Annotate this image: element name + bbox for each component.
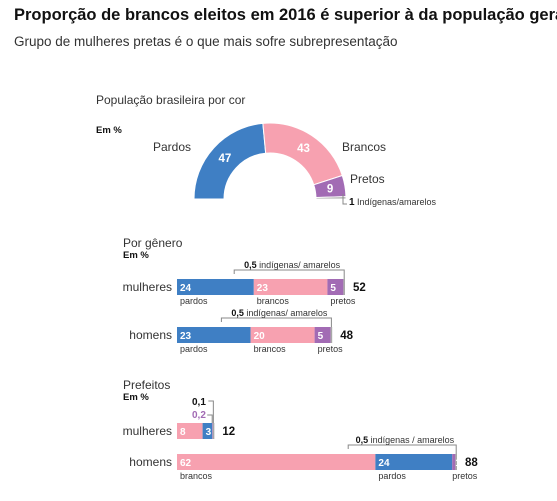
donut-label-pardos: Pardos	[153, 140, 191, 154]
prefeitos-bar-mulheres-brancos	[177, 423, 203, 439]
prefeitos-callout-homens: 0,5 indígenas / amarelos	[356, 435, 455, 445]
prefeitos-segment-label-homens-pretos: pretos	[452, 471, 478, 481]
prefeitos-total-mulheres: 12	[222, 426, 235, 438]
donut-title: População brasileira por cor	[96, 93, 245, 107]
prefeitos-value-homens-pretos: 1	[455, 458, 461, 469]
prefeitos-segment-label-homens-brancos: brancos	[180, 471, 213, 481]
genero-value-homens-pardos: 23	[180, 331, 192, 342]
prefeitos-leader-line-homens	[347, 444, 457, 454]
genero-callout-label-mulheres: indígenas/ amarelos	[259, 260, 341, 270]
prefeitos-bar-homens-pretos	[452, 454, 456, 470]
donut-unit-label: Em %	[96, 125, 122, 136]
prefeitos-bar-mulheres-pretos	[212, 423, 213, 439]
genero-value-mulheres-brancos: 23	[257, 283, 269, 294]
chart-title: Proporção de brancos eleitos em 2016 é s…	[14, 6, 557, 24]
donut-value-brancos: 43	[297, 143, 310, 155]
prefeitos-leader-line-indigenas	[208, 400, 214, 423]
genero-value-mulheres-pretos: 5	[330, 283, 336, 294]
genero-bar-homens-pardos	[177, 327, 251, 343]
donut-label-indígenas: Indígenas/amarelos	[357, 197, 437, 207]
prefeitos-callout-label-homens: indígenas / amarelos	[371, 435, 455, 445]
genero-segment-label-homens-pardos: pardos	[180, 344, 208, 354]
prefeitos-bar-homens-indígenas	[455, 454, 457, 470]
prefeitos-value-mulheres-pardos: 3	[206, 427, 212, 438]
genero-bar-mulheres-pretos	[327, 279, 344, 295]
genero-category-homens: homens	[129, 328, 172, 342]
prefeitos-value-mulheres-pretos: 0,2	[192, 410, 206, 421]
prefeitos-unit-label: Em %	[123, 392, 149, 403]
prefeitos-callout-value-homens: 0,5	[356, 435, 371, 445]
genero-total-homens: 48	[340, 330, 353, 342]
genero-bar-mulheres-brancos	[253, 279, 328, 295]
genero-callout-value-homens: 0,5	[231, 308, 246, 318]
genero-bar-mulheres-indígenas	[343, 279, 345, 295]
genero-bar-homens-brancos	[250, 327, 315, 343]
genero-callout-value-mulheres: 0,5	[244, 260, 259, 270]
genero-unit-label: Em %	[123, 250, 149, 261]
genero-leader-line-homens	[220, 317, 332, 327]
genero-value-mulheres-pardos: 24	[180, 283, 192, 294]
donut-value-indígenas: 1	[349, 197, 355, 208]
genero-segment-label-mulheres-brancos: brancos	[257, 296, 290, 306]
genero-title: Por gênero	[123, 236, 183, 250]
prefeitos-title: Prefeitos	[123, 378, 170, 392]
donut-leader-line	[342, 194, 347, 205]
genero-callout-mulheres: 0,5 indígenas/ amarelos	[244, 260, 341, 270]
genero-total-mulheres: 52	[353, 282, 366, 294]
donut-value-pardos: 47	[218, 153, 231, 165]
prefeitos-bar-mulheres-indígenas	[212, 423, 215, 439]
genero-bar-homens-pretos	[314, 327, 331, 343]
prefeitos-segment-label-homens-pardos: pardos	[378, 471, 406, 481]
genero-value-homens-brancos: 20	[254, 331, 266, 342]
genero-bar-homens-indígenas	[330, 327, 333, 343]
prefeitos-value-homens-pardos: 24	[378, 458, 390, 469]
prefeitos-bar-homens-brancos	[177, 454, 376, 470]
prefeitos-leader-line-pretos	[207, 414, 213, 423]
prefeitos-category-mulheres: mulheres	[123, 424, 172, 438]
donut-label-brancos: Brancos	[342, 140, 386, 154]
prefeitos-value-homens-brancos: 62	[180, 458, 192, 469]
prefeitos-value-mulheres-brancos: 8	[180, 427, 186, 438]
prefeitos-category-homens: homens	[129, 455, 172, 469]
prefeitos-value-mulheres-indigenas: 0,1	[192, 397, 206, 408]
genero-callout-label-homens: indígenas/ amarelos	[246, 308, 328, 318]
prefeitos-bar-homens-pardos	[375, 454, 453, 470]
chart-subtitle: Grupo de mulheres pretas é o que mais so…	[14, 34, 398, 49]
genero-segment-label-homens-pretos: pretos	[318, 344, 344, 354]
donut-label-pretos: Pretos	[350, 172, 385, 186]
genero-bar-mulheres-pardos	[177, 279, 254, 295]
genero-callout-homens: 0,5 indígenas/ amarelos	[231, 308, 328, 318]
genero-category-mulheres: mulheres	[123, 280, 172, 294]
genero-leader-line-mulheres	[233, 269, 345, 279]
genero-segment-label-mulheres-pretos: pretos	[330, 296, 356, 306]
genero-segment-label-homens-brancos: brancos	[254, 344, 287, 354]
genero-segment-label-mulheres-pardos: pardos	[180, 296, 208, 306]
donut-slice-indígenas	[315, 196, 347, 200]
genero-value-homens-pretos: 5	[318, 331, 324, 342]
prefeitos-total-homens: 88	[465, 457, 478, 469]
donut-value-pretos: 9	[327, 184, 333, 196]
prefeitos-bar-mulheres-pardos	[202, 423, 213, 439]
